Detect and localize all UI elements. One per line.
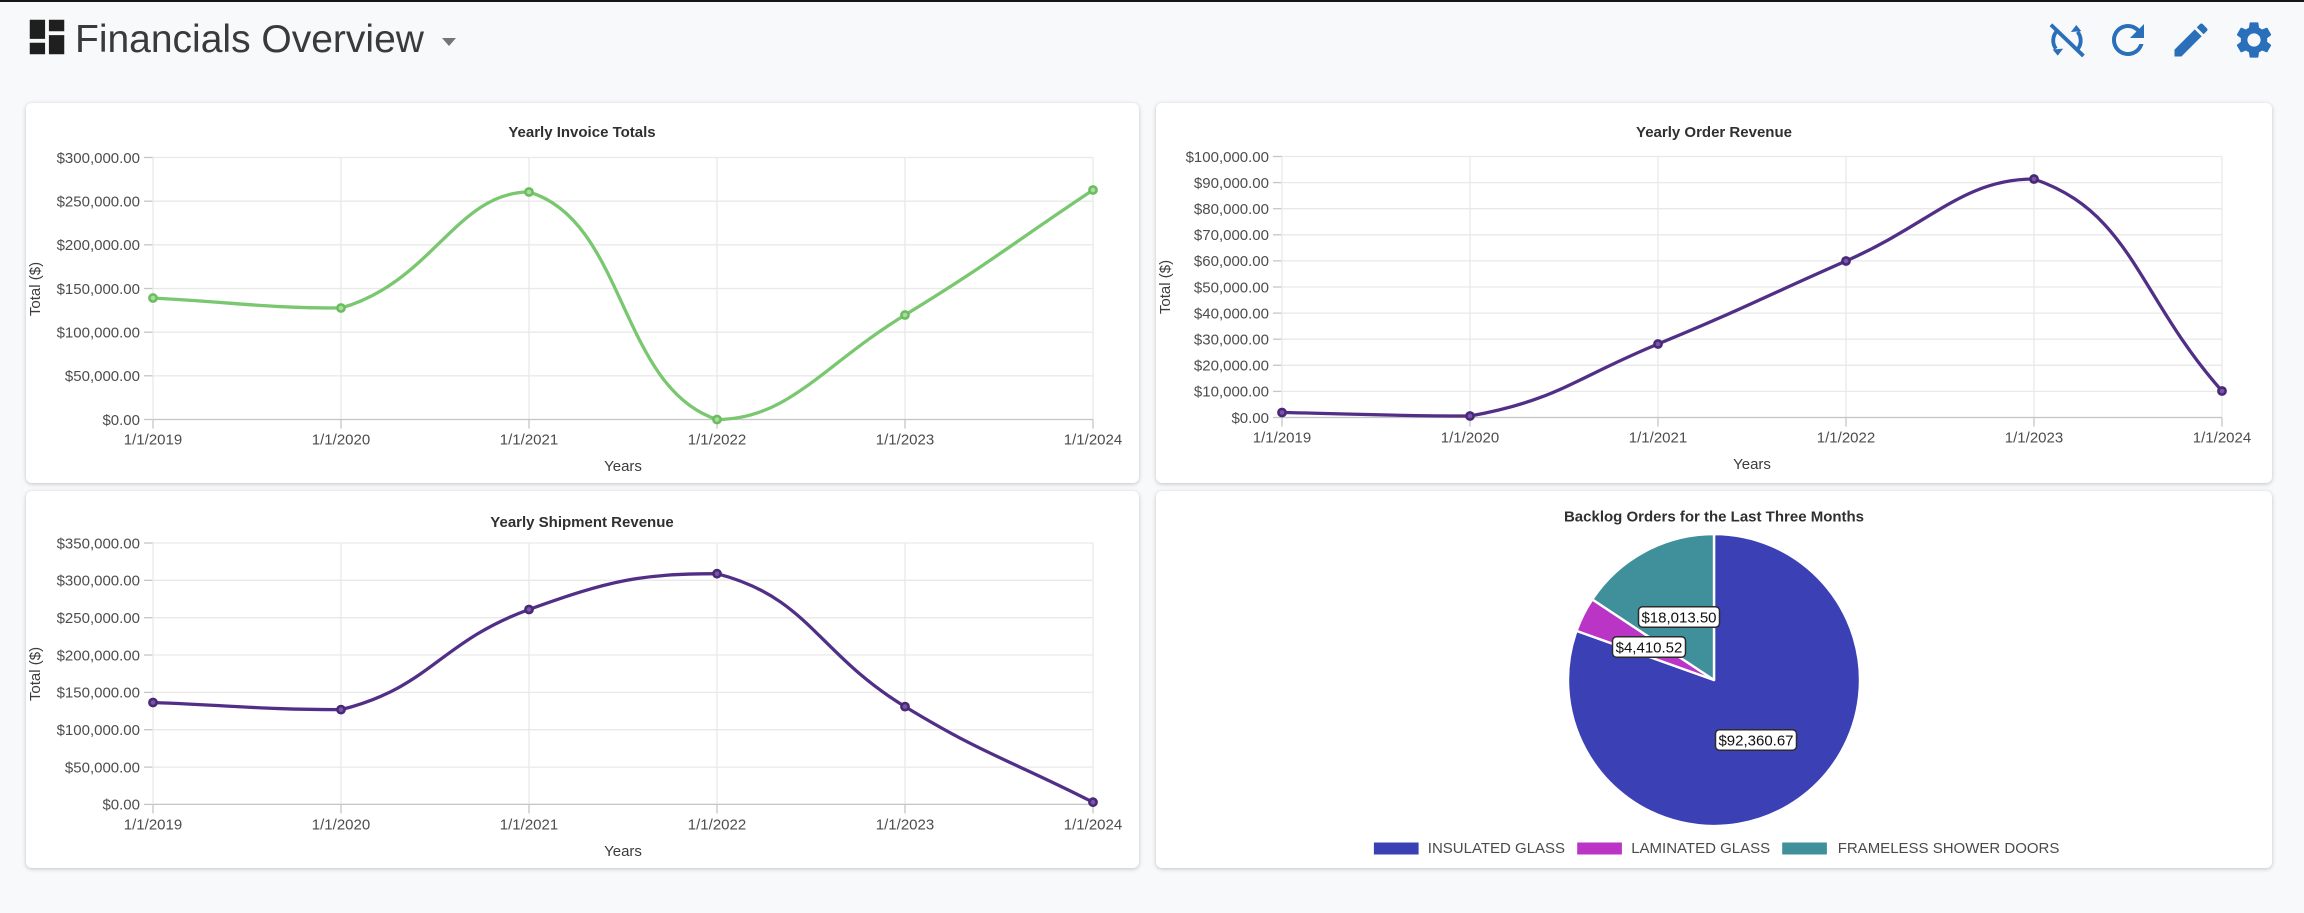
svg-text:$92,360.67: $92,360.67 [1718,732,1793,749]
svg-text:INSULATED GLASS: INSULATED GLASS [1428,840,1565,857]
svg-text:Yearly Order Revenue: Yearly Order Revenue [1636,124,1792,141]
svg-text:Years: Years [604,458,642,475]
svg-text:$20,000.00: $20,000.00 [1194,358,1269,375]
svg-text:$50,000.00: $50,000.00 [65,759,140,776]
svg-text:1/1/2021: 1/1/2021 [1629,430,1687,447]
svg-text:1/1/2023: 1/1/2023 [876,432,934,449]
svg-text:$60,000.00: $60,000.00 [1194,253,1269,270]
svg-text:$350,000.00: $350,000.00 [57,535,140,552]
svg-text:1/1/2022: 1/1/2022 [688,816,746,833]
svg-text:1/1/2022: 1/1/2022 [688,432,746,449]
svg-text:FRAMELESS SHOWER DOORS: FRAMELESS SHOWER DOORS [1838,840,2060,857]
svg-text:$70,000.00: $70,000.00 [1194,227,1269,244]
svg-text:Total ($): Total ($) [27,262,44,316]
svg-text:1/1/2023: 1/1/2023 [2005,430,2063,447]
svg-text:1/1/2019: 1/1/2019 [1253,430,1311,447]
svg-text:$250,000.00: $250,000.00 [57,610,140,627]
svg-text:$50,000.00: $50,000.00 [65,368,140,385]
svg-text:1/1/2020: 1/1/2020 [312,816,370,833]
svg-text:$30,000.00: $30,000.00 [1194,332,1269,349]
svg-text:$80,000.00: $80,000.00 [1194,201,1269,218]
svg-text:Total ($): Total ($) [27,647,44,701]
svg-text:$100,000.00: $100,000.00 [57,722,140,739]
svg-text:1/1/2020: 1/1/2020 [1441,430,1499,447]
svg-text:Years: Years [604,843,642,860]
svg-text:$0.00: $0.00 [102,412,140,429]
svg-text:1/1/2021: 1/1/2021 [500,432,558,449]
svg-text:$18,013.50: $18,013.50 [1641,609,1716,626]
svg-text:$100,000.00: $100,000.00 [1186,149,1269,166]
svg-text:$0.00: $0.00 [102,797,140,814]
svg-text:$150,000.00: $150,000.00 [57,281,140,298]
svg-text:Yearly Invoice Totals: Yearly Invoice Totals [508,124,655,141]
svg-text:1/1/2024: 1/1/2024 [2193,430,2251,447]
svg-text:1/1/2019: 1/1/2019 [124,816,182,833]
svg-text:$90,000.00: $90,000.00 [1194,175,1269,192]
svg-text:1/1/2020: 1/1/2020 [312,432,370,449]
svg-text:$10,000.00: $10,000.00 [1194,384,1269,401]
svg-text:$100,000.00: $100,000.00 [57,325,140,342]
svg-text:$40,000.00: $40,000.00 [1194,305,1269,322]
svg-text:1/1/2023: 1/1/2023 [876,816,934,833]
svg-text:$50,000.00: $50,000.00 [1194,279,1269,296]
svg-text:1/1/2021: 1/1/2021 [500,816,558,833]
svg-text:LAMINATED GLASS: LAMINATED GLASS [1631,840,1770,857]
svg-text:Yearly Shipment Revenue: Yearly Shipment Revenue [490,514,673,531]
svg-text:$200,000.00: $200,000.00 [57,647,140,664]
svg-text:$4,410.52: $4,410.52 [1616,639,1683,656]
svg-text:$250,000.00: $250,000.00 [57,194,140,211]
svg-text:$200,000.00: $200,000.00 [57,237,140,254]
svg-text:$300,000.00: $300,000.00 [57,150,140,167]
svg-text:1/1/2024: 1/1/2024 [1064,432,1122,449]
svg-text:Years: Years [1733,456,1771,473]
svg-text:1/1/2022: 1/1/2022 [1817,430,1875,447]
svg-text:1/1/2024: 1/1/2024 [1064,816,1122,833]
svg-text:Backlog Orders for the Last Th: Backlog Orders for the Last Three Months [1564,509,1864,526]
svg-text:$0.00: $0.00 [1231,410,1269,427]
svg-text:1/1/2019: 1/1/2019 [124,432,182,449]
svg-text:$150,000.00: $150,000.00 [57,685,140,702]
svg-text:$300,000.00: $300,000.00 [57,573,140,590]
svg-text:Total ($): Total ($) [1157,260,1174,314]
